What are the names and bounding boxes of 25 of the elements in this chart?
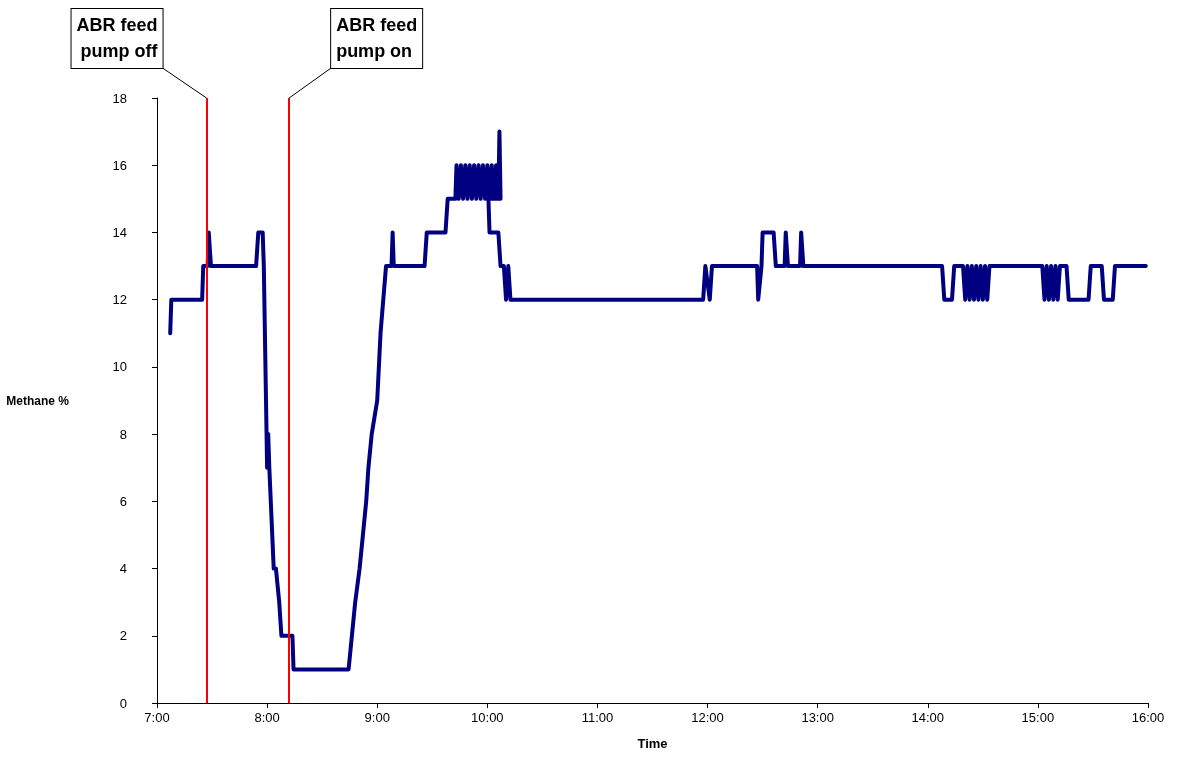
y-tick-label: 16 <box>112 157 127 173</box>
y-tick-label: 12 <box>112 292 127 308</box>
ref-line-label: ABR feed pump off <box>76 15 159 61</box>
y-tick-label: 10 <box>112 359 127 375</box>
y-tick-label: 14 <box>112 224 127 240</box>
x-tick-label: 15:00 <box>1021 710 1055 725</box>
x-tick-label: 8:00 <box>254 710 280 725</box>
x-tick-label: 13:00 <box>801 710 834 725</box>
x-axis-title: Time <box>637 736 668 751</box>
x-tick-label: 16:00 <box>1131 710 1165 725</box>
y-axis-title: Methane % <box>6 393 70 408</box>
y-tick-label: 18 <box>112 90 127 106</box>
y-tick-label: 8 <box>119 426 127 442</box>
y-tick-label: 6 <box>119 493 127 509</box>
x-tick-label: 10:00 <box>471 710 504 725</box>
x-tick-label: 11:00 <box>581 710 614 725</box>
x-tick-label: 7:00 <box>144 710 170 725</box>
line-series <box>168 129 1148 672</box>
x-tick-label: 12:00 <box>691 710 724 725</box>
y-tick-label: 2 <box>119 628 127 644</box>
x-tick-label: 14:00 <box>911 710 945 725</box>
y-tick-label: 0 <box>119 695 127 711</box>
x-tick-label: 9:00 <box>364 710 390 725</box>
y-tick-label: 4 <box>119 561 127 577</box>
ref-line-label: ABR feed pump on <box>336 15 418 61</box>
